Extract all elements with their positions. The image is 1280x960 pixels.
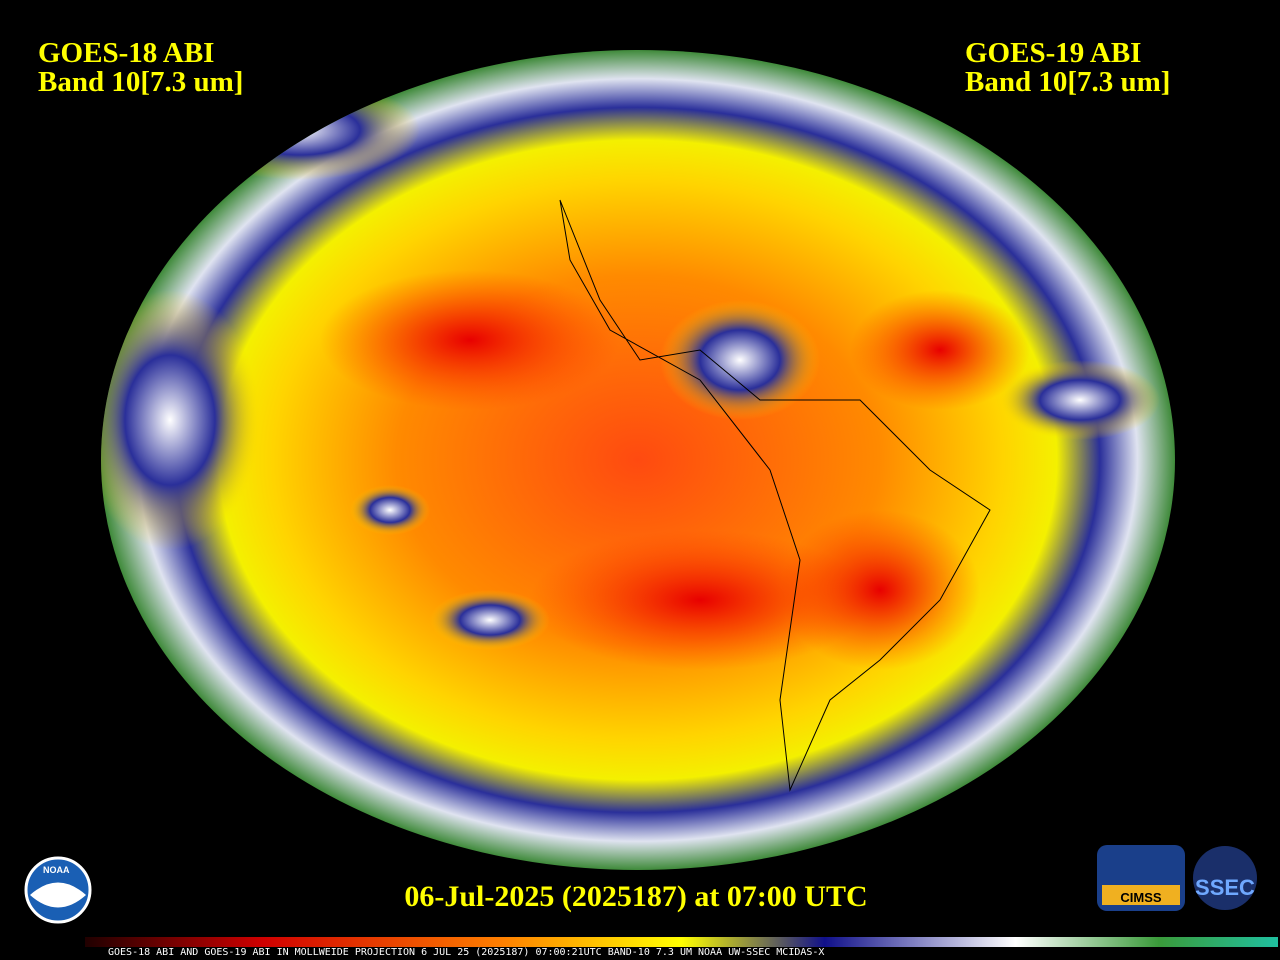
cimss-logo: CIMSS <box>1097 845 1185 911</box>
cimss-label: CIMSS <box>1120 890 1162 905</box>
right-title: GOES-19 ABI <box>965 37 1141 69</box>
left-band: Band 10[7.3 um] <box>38 66 243 98</box>
ssec-logo: SSEC <box>1193 846 1257 910</box>
left-title: GOES-18 ABI <box>38 37 214 69</box>
noaa-label: NOAA <box>43 865 70 875</box>
noaa-logo: NOAA <box>24 856 92 924</box>
ssec-label: SSEC <box>1195 875 1255 900</box>
globe-image <box>101 50 1175 870</box>
right-band: Band 10[7.3 um] <box>965 66 1170 98</box>
footer-caption: GOES-18 ABI AND GOES-19 ABI IN MOLLWEIDE… <box>108 947 824 958</box>
timestamp: 06-Jul-2025 (2025187) at 07:00 UTC <box>404 880 867 913</box>
color-bar <box>85 937 1278 947</box>
